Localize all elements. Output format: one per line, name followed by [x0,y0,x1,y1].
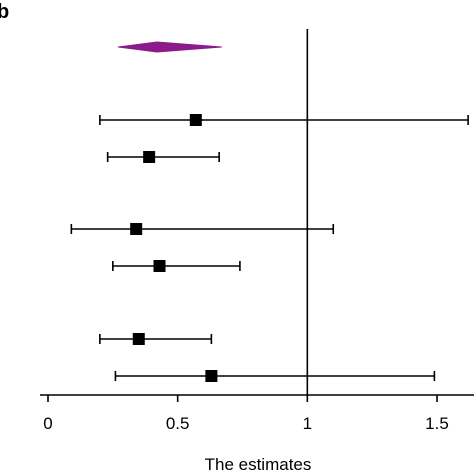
x-tick-label: 0 [43,414,52,433]
plot-area: 0 0.5 1 1.5 [40,29,474,433]
point-estimate [205,370,218,382]
x-tick-label: 0.5 [166,414,190,433]
point-estimate [189,114,202,126]
point-estimate [130,223,143,235]
summary-diamond [117,41,222,53]
point-estimate [132,333,145,345]
x-tick-label: 1.5 [425,414,449,433]
point-estimate [153,260,166,272]
x-tick-label: 1 [303,414,312,433]
panel-label: b [0,1,9,23]
point-estimate [143,151,156,163]
x-axis-title: The estimates [205,455,312,474]
